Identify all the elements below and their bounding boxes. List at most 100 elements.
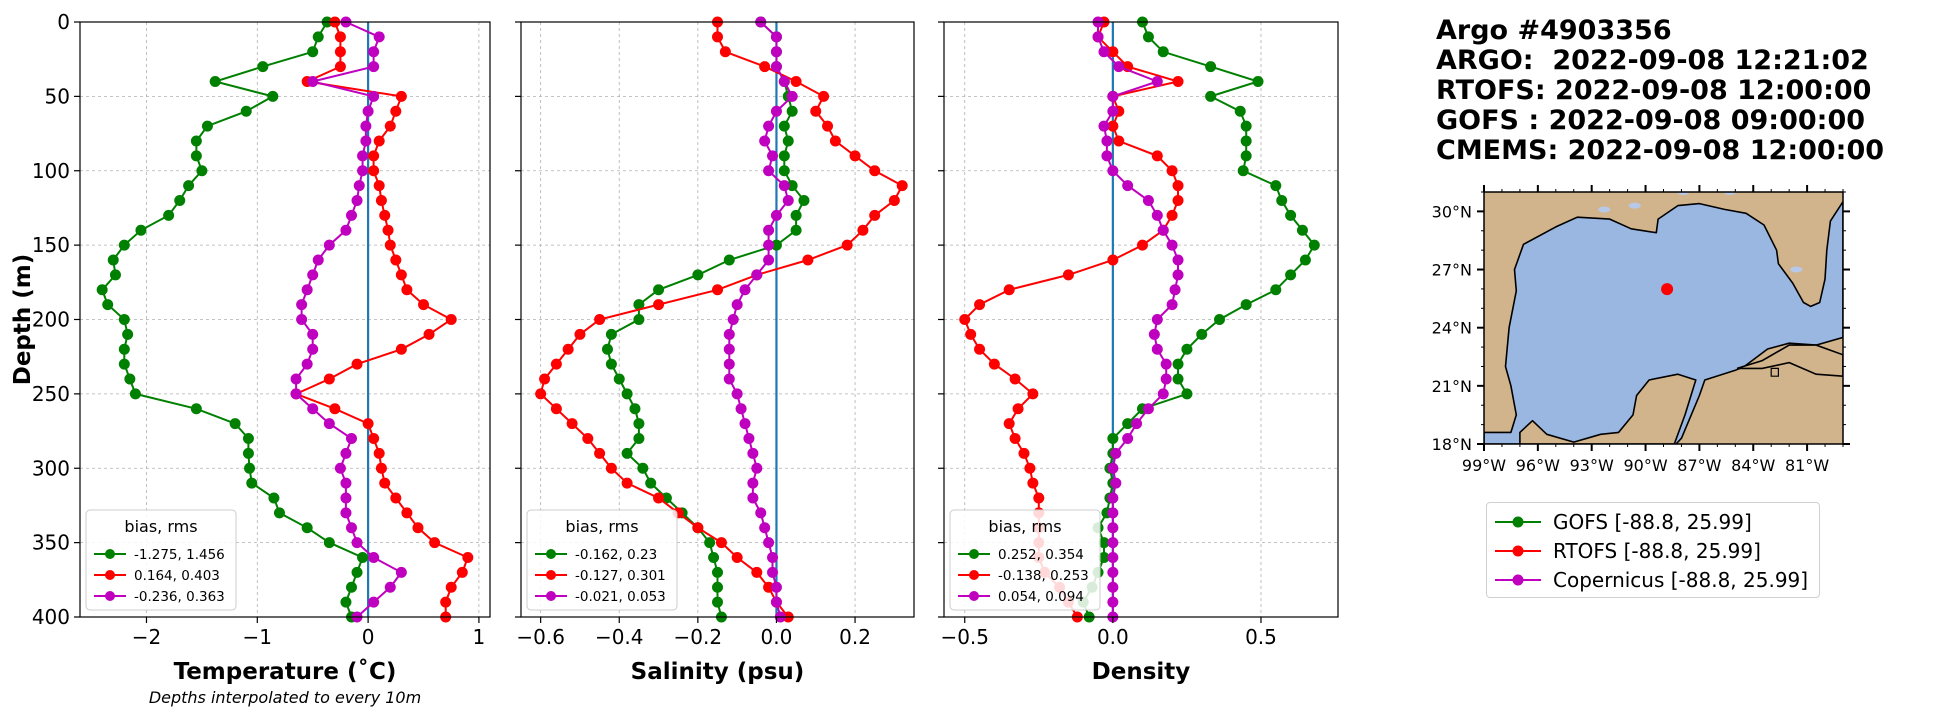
salinity-rtofs-point	[810, 105, 822, 117]
temperature-ytick-label: 0	[57, 10, 70, 34]
temperature-rtofs-point	[373, 135, 385, 147]
salinity-copernicus-point	[782, 195, 794, 206]
salinity-rtofs-point	[605, 462, 617, 474]
density-rtofs-point	[1172, 76, 1184, 87]
temperature-gofs-point	[244, 462, 256, 474]
density-copernicus-point	[1107, 537, 1119, 549]
temperature-legend-title: bias, rms	[124, 517, 197, 536]
rtofs-legend-label: RTOFS [-88.8, 25.99]	[1553, 539, 1761, 563]
salinity-rtofs-point	[751, 566, 763, 578]
gofs-legend-swatch	[1495, 516, 1541, 528]
density-rtofs-point	[1166, 209, 1178, 221]
temperature-gofs-point	[122, 328, 134, 340]
temperature-gofs-point	[118, 314, 130, 325]
density-legend-box	[949, 509, 1101, 611]
density-legend-swatch-dot	[969, 591, 979, 601]
density-series-copernicus	[1092, 16, 1184, 623]
salinity-rtofs-point	[653, 492, 665, 504]
map-lake	[1628, 202, 1641, 209]
temperature-copernicus-point	[345, 522, 357, 534]
temperature-gofs-point	[190, 150, 202, 162]
temperature-rtofs-point	[390, 492, 402, 504]
salinity-rtofs-point	[829, 135, 841, 147]
salinity-rtofs-point	[841, 239, 853, 251]
salinity-gofs-point	[798, 195, 810, 206]
map-yucatan	[1519, 373, 1697, 444]
density-rtofs-point	[965, 328, 977, 340]
temperature-copernicus-point	[296, 314, 308, 325]
temperature-gofs-point	[242, 447, 254, 459]
temperature-rtofs-point	[423, 328, 435, 340]
density-rtofs-point	[1027, 477, 1039, 489]
density-gofs-point	[1252, 76, 1264, 87]
density-xtick-label: −0.5	[940, 625, 989, 649]
density-copernicus-point	[1113, 61, 1125, 73]
temperature-gofs-point	[107, 254, 119, 266]
temperature-gofs-point	[357, 552, 369, 563]
density-gofs-point	[1285, 209, 1297, 221]
temperature-gofs-point	[135, 224, 147, 236]
temperature-gofs-point	[109, 269, 121, 281]
salinity-copernicus-point	[759, 522, 771, 534]
temperature-gofs-point	[323, 537, 335, 549]
density-gofs-point	[1098, 552, 1110, 563]
density-rtofs-point	[1136, 239, 1148, 251]
temperature-rtofs-point	[384, 120, 396, 132]
temperature-copernicus-point	[368, 61, 380, 73]
salinity-gofs-point	[645, 477, 657, 489]
density-rtofs-point	[1166, 165, 1178, 177]
density-copernicus-point	[1107, 165, 1119, 177]
salinity-rtofs-point	[719, 46, 731, 58]
temperature-copernicus-point	[312, 254, 324, 266]
density-gofs-point	[1308, 239, 1320, 251]
density-copernicus-point	[1157, 388, 1169, 400]
salinity-gofs-point	[723, 254, 735, 266]
density-gofs-point	[1122, 418, 1134, 430]
temperature-copernicus-point	[368, 90, 380, 102]
density-copernicus-point	[1107, 507, 1119, 519]
density-rtofs-point	[1172, 195, 1184, 206]
salinity-copernicus-point	[735, 403, 747, 415]
temperature-series-copernicus	[290, 16, 407, 623]
density-legend-swatch-dot	[969, 570, 979, 580]
salinity-gofs-point	[633, 433, 645, 444]
salinity-copernicus-point	[763, 120, 775, 132]
temperature-copernicus-point	[340, 492, 352, 504]
salinity-rtofs-point	[731, 552, 743, 563]
map-lat-label: 18°N	[1432, 435, 1472, 454]
salinity-rtofs-point	[849, 150, 861, 162]
density-gofs-point	[1172, 373, 1184, 385]
density-copernicus-point	[1107, 596, 1119, 608]
density-copernicus-point	[1107, 105, 1119, 117]
temperature-gofs-point	[96, 284, 108, 296]
temperature-copernicus-point	[360, 120, 372, 132]
temperature-copernicus-point	[368, 552, 380, 563]
temperature-copernicus-point	[290, 373, 302, 385]
temperature-copernicus-point	[307, 76, 319, 87]
temperature-rtofs-point	[401, 507, 413, 519]
temperature-gofs-point	[174, 195, 186, 206]
salinity-gofs-point	[770, 239, 782, 251]
density-gofs-point	[1214, 314, 1226, 325]
salinity-rtofs-point	[535, 388, 547, 400]
temperature-rtofs-point	[368, 165, 380, 177]
salinity-gofs-point	[637, 462, 649, 474]
salinity-gofs-point	[633, 314, 645, 325]
salinity-panel: −0.6 −0.4 −0.2 0.0 0.2 Salinity (psu) bias, rm…	[515, 16, 915, 685]
salinity-legend: bias, rms -0.162, 0.23 -0.127, 0.301 -0.021…	[526, 509, 678, 611]
temperature-rtofs-point	[445, 314, 457, 325]
salinity-gofs-point	[708, 552, 720, 563]
temperature-copernicus-point	[368, 46, 380, 58]
temperature-copernicus-point	[360, 135, 372, 147]
salinity-gofs-point	[605, 328, 617, 340]
temperature-copernicus-point	[368, 596, 380, 608]
density-copernicus-point	[1107, 462, 1119, 474]
temperature-gofs-point	[118, 343, 130, 355]
salinity-copernicus-point	[743, 433, 755, 444]
temperature-gofs-point	[312, 31, 324, 43]
temperature-xtick-label: −2	[132, 625, 161, 649]
density-copernicus-point	[1148, 328, 1160, 340]
salinity-rtofs-point	[550, 403, 562, 415]
temperature-rtofs-point	[373, 447, 385, 459]
